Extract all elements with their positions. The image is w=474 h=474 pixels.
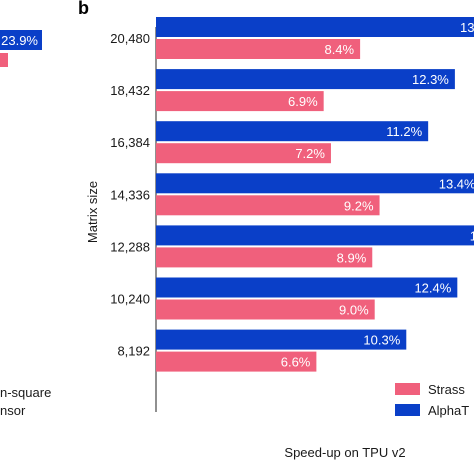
- bar-label-strassen-18432: 6.9%: [288, 94, 318, 109]
- bar-strassen-14336: [156, 195, 380, 216]
- bar-label-strassen-20480: 8.4%: [324, 42, 354, 57]
- bar-strassen-12288: [156, 247, 373, 268]
- bar-label-alphatensor-20480: 13.: [460, 20, 474, 35]
- bar-label-strassen-12288: 8.9%: [337, 250, 367, 265]
- bar-label-alphatensor-14336: 13.4%: [439, 176, 474, 191]
- x-axis-title: Speed-up on TPU v2: [284, 445, 405, 460]
- panel-a-pink-bar: [0, 53, 8, 67]
- bar-label-alphatensor-12288: 13.: [470, 228, 474, 243]
- y-tick-18432: 18,432: [110, 83, 150, 98]
- y-tick-8192: 8,192: [117, 344, 150, 359]
- bar-strassen-8192: [156, 351, 317, 372]
- bar-alphatensor-14336: [156, 173, 474, 194]
- legend-swatch-alphatensor: [395, 404, 420, 416]
- panel-a-legend-line2: nsor: [0, 403, 26, 418]
- bar-label-strassen-10240: 9.0%: [339, 303, 369, 318]
- y-axis-title: Matrix size: [85, 181, 100, 243]
- y-tick-10240: 10,240: [110, 292, 150, 307]
- bar-alphatensor-18432: [156, 69, 455, 90]
- bar-label-strassen-8192: 6.6%: [281, 355, 311, 370]
- bar-alphatensor-12288: [156, 225, 474, 246]
- panel-a-value-label: 23.9%: [1, 33, 38, 48]
- bar-strassen-18432: [156, 91, 324, 112]
- bar-strassen-16384: [156, 143, 331, 164]
- bar-label-alphatensor-16384: 11.2%: [386, 124, 422, 139]
- bars-group: 13. 8.4% 20,480 12.3% 6.9% 18,432 11.2% 7.2% 16,…: [110, 17, 474, 372]
- y-tick-16384: 16,384: [110, 135, 150, 150]
- bar-label-strassen-14336: 9.2%: [344, 198, 374, 213]
- bar-label-alphatensor-18432: 12.3%: [412, 72, 449, 87]
- panel-a-blue-bar: [0, 30, 42, 50]
- bar-alphatensor-10240: [156, 277, 458, 298]
- bar-alphatensor-16384: [156, 121, 429, 142]
- bar-label-alphatensor-10240: 12.4%: [414, 281, 451, 296]
- legend-label-strassen: Strass: [428, 382, 465, 397]
- bar-label-alphatensor-8192: 10.3%: [363, 333, 400, 348]
- bar-strassen-20480: [156, 39, 361, 59]
- legend-label-alphatensor: AlphaT: [428, 403, 469, 418]
- bar-alphatensor-20480: [156, 17, 474, 37]
- legend: Strass AlphaT: [395, 382, 469, 418]
- bar-label-strassen-16384: 7.2%: [295, 146, 325, 161]
- y-tick-20480: 20,480: [110, 31, 150, 46]
- legend-swatch-strassen: [395, 383, 420, 395]
- bar-strassen-10240: [156, 299, 375, 320]
- y-tick-14336: 14,336: [110, 187, 150, 202]
- panel-a-legend-line1: n-square: [0, 385, 51, 400]
- panel-a-fragment: 23.9% n-square nsor: [0, 30, 51, 418]
- bar-alphatensor-8192: [156, 329, 407, 350]
- y-tick-12288: 12,288: [110, 239, 150, 254]
- panel-label: b: [78, 0, 89, 18]
